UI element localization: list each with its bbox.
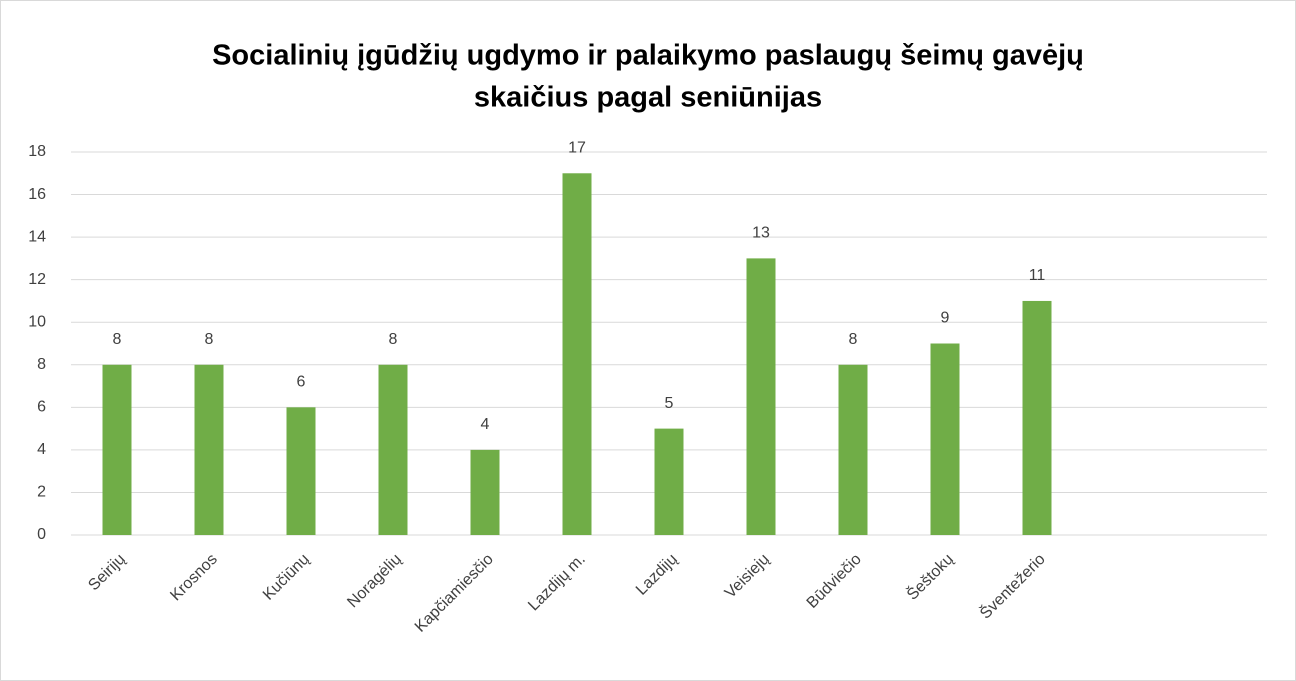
- data-label: 5: [665, 395, 674, 412]
- data-label: 11: [1029, 267, 1046, 284]
- bar: [930, 343, 960, 535]
- y-tick-label: 2: [37, 484, 46, 501]
- y-tick-label: 0: [37, 526, 46, 543]
- bar: [378, 364, 408, 535]
- data-label: 4: [481, 416, 490, 433]
- data-label: 8: [389, 331, 398, 348]
- y-tick-label: 18: [28, 143, 46, 160]
- y-tick-label: 10: [28, 313, 46, 330]
- y-tick-label: 8: [37, 356, 46, 373]
- data-label: 8: [113, 331, 122, 348]
- bar: [746, 258, 776, 535]
- bar: [102, 364, 132, 535]
- y-tick-label: 4: [37, 441, 46, 458]
- data-label: 9: [941, 310, 950, 327]
- chart-title: Socialinių įgūdžių ugdymo ir palaikymo p…: [212, 40, 1084, 72]
- bar: [1022, 300, 1052, 535]
- bar: [194, 364, 224, 535]
- data-label: 8: [849, 331, 858, 348]
- data-label: 13: [752, 225, 770, 242]
- y-tick-label: 12: [28, 271, 46, 288]
- y-tick-label: 6: [37, 399, 46, 416]
- y-tick-label: 14: [28, 228, 46, 245]
- data-label: 17: [568, 139, 586, 156]
- bar: [838, 364, 868, 535]
- bar: [286, 407, 316, 535]
- chart-title: skaičius pagal seniūnijas: [474, 82, 822, 114]
- data-label: 8: [205, 331, 214, 348]
- bar: [562, 173, 592, 535]
- data-label: 6: [297, 374, 306, 391]
- bar: [654, 428, 684, 535]
- y-tick-label: 16: [28, 186, 46, 203]
- bar: [470, 449, 500, 535]
